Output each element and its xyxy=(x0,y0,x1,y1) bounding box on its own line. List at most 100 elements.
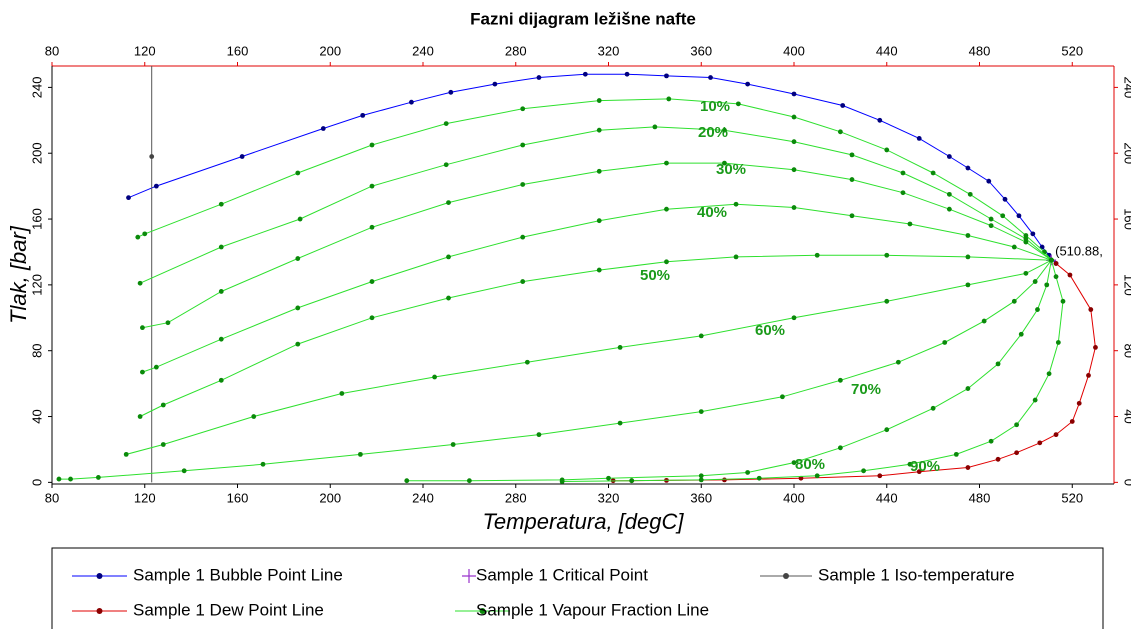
phase-line-point xyxy=(791,91,797,97)
y-axis-label: Tlak, [bar] xyxy=(6,225,31,324)
phase-line-point xyxy=(664,73,669,79)
vapour-fraction-line-point xyxy=(1032,279,1038,284)
vapour-fraction-line-point xyxy=(664,259,669,265)
vapour-fraction-line-point xyxy=(652,124,658,130)
phase-line-point xyxy=(1088,307,1094,312)
phase-line-point xyxy=(995,456,1001,462)
phase-line-point xyxy=(1053,261,1059,266)
phase-line-point xyxy=(877,473,883,479)
phase-line-point xyxy=(1039,244,1045,250)
vapour-fraction-line-point xyxy=(520,182,526,187)
vapour-fraction-line-point xyxy=(1023,236,1029,242)
vapour-fraction-line-point xyxy=(1035,307,1040,312)
legend-swatch-marker xyxy=(96,573,103,579)
x-tick-label: 440 xyxy=(876,490,898,505)
x-tick-label-top: 280 xyxy=(505,43,527,58)
legend-label: Sample 1 Critical Point xyxy=(476,565,648,584)
vapour-fraction-line-point xyxy=(942,340,948,345)
y-tick-label: 160 xyxy=(29,208,44,230)
vapour-fraction-line-point xyxy=(1023,233,1029,238)
vapour-fraction-line-point xyxy=(953,451,959,457)
vapour-fraction-line-point xyxy=(1018,331,1024,337)
vapour-fraction-line-point xyxy=(791,460,797,466)
vapour-fraction-label: 20% xyxy=(698,124,728,141)
vapour-fraction-line-point xyxy=(1032,397,1038,403)
vapour-fraction-line-point xyxy=(988,438,994,444)
phase-line-point xyxy=(916,136,922,141)
vapour-fraction-line-point xyxy=(698,409,704,414)
vapour-fraction-line-point xyxy=(1044,282,1050,288)
vapour-fraction-line-point xyxy=(965,233,971,238)
vapour-fraction-line-point xyxy=(1053,274,1059,280)
phase-line-point xyxy=(1076,400,1082,406)
phase-line-point xyxy=(153,183,159,189)
vapour-fraction-line-point xyxy=(722,127,727,133)
phase-line-point xyxy=(1002,196,1008,202)
vapour-fraction-line xyxy=(142,203,1052,373)
vapour-fraction-line-point xyxy=(165,320,171,326)
vapour-fraction-line-point xyxy=(443,121,449,126)
phase-line-point xyxy=(1086,372,1091,378)
vapour-fraction-line-point xyxy=(1011,244,1017,250)
vapour-fraction-line-point xyxy=(137,280,143,286)
vapour-fraction-line xyxy=(406,260,1052,482)
vapour-fraction-line-point xyxy=(596,267,602,273)
phase-line-point xyxy=(840,103,846,108)
vapour-fraction-label: 90% xyxy=(910,458,940,475)
vapour-fraction-line-point xyxy=(698,333,704,339)
vapour-fraction-line-point xyxy=(123,451,129,457)
phase-line-point xyxy=(1067,272,1073,278)
phase-line-point xyxy=(1069,419,1075,424)
vapour-fraction-line-point xyxy=(780,394,785,400)
vapour-fraction-line-point xyxy=(1000,213,1006,219)
vapour-fraction-line-point xyxy=(1023,270,1029,276)
phase-line-point xyxy=(624,71,630,77)
vapour-fraction-label: 80% xyxy=(795,456,825,473)
vapour-fraction-line-point xyxy=(446,200,451,205)
vapour-fraction-line-point xyxy=(369,279,375,284)
vapour-fraction-line-point xyxy=(900,170,906,176)
vapour-fraction-line-point xyxy=(432,374,437,380)
vapour-fraction-line-point xyxy=(295,256,301,261)
x-axis-label: Temperatura, [degC] xyxy=(483,509,685,534)
vapour-fraction-line-point xyxy=(295,305,301,311)
vapour-fraction-line-point xyxy=(404,478,410,484)
vapour-fraction-line-point xyxy=(988,223,994,229)
vapour-fraction-line-point xyxy=(357,451,363,457)
x-tick-label: 160 xyxy=(227,490,249,505)
vapour-fraction-line-point xyxy=(369,224,375,230)
vapour-fraction-line-point xyxy=(837,377,843,383)
legend-label: Sample 1 Dew Point Line xyxy=(133,600,324,619)
vapour-fraction-line-point xyxy=(814,473,820,479)
phase-line-point xyxy=(536,75,542,80)
vapour-fraction-line-point xyxy=(849,213,855,219)
y-tick-label-right: 160 xyxy=(1122,208,1131,230)
vapour-fraction-line-point xyxy=(56,476,62,482)
vapour-fraction-line-point xyxy=(536,432,542,438)
vapour-fraction-line-point xyxy=(861,468,866,474)
vapour-fraction-line-point xyxy=(297,216,303,222)
vapour-fraction-line-point xyxy=(520,279,526,284)
phase-line-point xyxy=(798,475,804,481)
vapour-fraction-line-point xyxy=(884,427,890,433)
x-tick-label: 120 xyxy=(134,490,156,505)
vapour-fraction-line-point xyxy=(1055,340,1061,345)
vapour-fraction-line-point xyxy=(295,341,301,347)
x-tick-label-top: 200 xyxy=(319,43,341,58)
vapour-fraction-line-point xyxy=(135,234,141,240)
vapour-fraction-line-point xyxy=(520,142,526,148)
vapour-fraction-line-point xyxy=(596,98,602,103)
vapour-fraction-line-point xyxy=(884,252,890,258)
legend-swatch-marker xyxy=(96,608,103,614)
y-tick-label-right: 120 xyxy=(1122,274,1131,296)
x-tick-label-top: 160 xyxy=(227,43,249,58)
vapour-fraction-line-point xyxy=(1011,298,1017,304)
vapour-fraction-line-point xyxy=(900,190,906,196)
vapour-fraction-line-point xyxy=(791,139,797,145)
vapour-fraction-line-point xyxy=(260,461,266,467)
vapour-fraction-line-point xyxy=(1014,422,1020,428)
phase-line-point xyxy=(448,89,454,95)
vapour-fraction-line-point xyxy=(606,475,611,481)
vapour-fraction-line xyxy=(142,162,1052,329)
